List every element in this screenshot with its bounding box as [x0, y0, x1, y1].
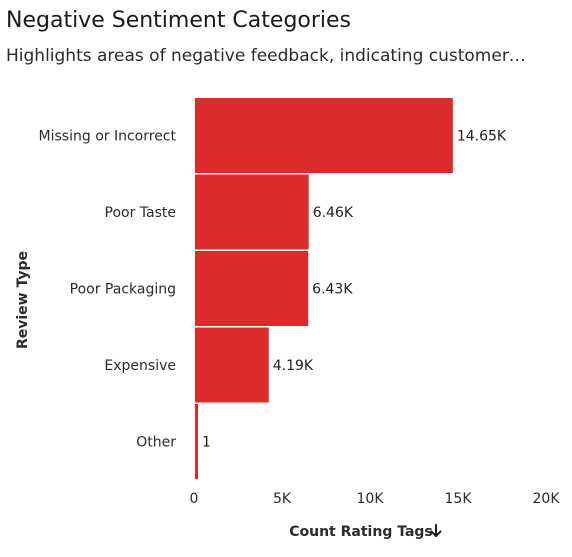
category-label-4: Other	[136, 435, 176, 451]
x-tick-label-0: 0	[190, 491, 199, 507]
x-tick-label-1: 5K	[273, 491, 292, 507]
value-label-4: 1	[202, 435, 211, 451]
labels-group: Missing or Incorrect 14.65K Poor Taste 6.46…	[39, 129, 561, 508]
bar-1[interactable]	[195, 174, 309, 250]
category-label-2: Poor Packaging	[70, 282, 176, 298]
chart-title: Negative Sentiment Categories	[6, 8, 352, 33]
y-axis-title: Review Type	[15, 251, 31, 349]
bar-4[interactable]	[195, 404, 198, 479]
bar-3[interactable]	[195, 327, 269, 403]
sort-arrow-down-icon[interactable]	[427, 522, 445, 540]
x-tick-label-3: 15K	[445, 491, 473, 507]
value-label-0: 14.65K	[457, 129, 507, 145]
x-axis-title: Count Rating Tags	[289, 524, 433, 540]
bars-group	[195, 98, 453, 479]
category-label-1: Poor Taste	[105, 205, 177, 221]
category-label-0: Missing or Incorrect	[39, 129, 177, 145]
value-label-2: 6.43K	[312, 282, 353, 298]
bar-0[interactable]	[195, 98, 453, 173]
bar-2[interactable]	[195, 251, 309, 326]
category-label-3: Expensive	[104, 358, 176, 374]
value-label-1: 6.46K	[313, 205, 354, 221]
x-tick-label-4: 20K	[533, 491, 561, 507]
x-tick-label-2: 10K	[357, 491, 385, 507]
value-label-3: 4.19K	[273, 358, 314, 374]
chart-subtitle: Highlights areas of negative feedback, i…	[6, 46, 526, 66]
